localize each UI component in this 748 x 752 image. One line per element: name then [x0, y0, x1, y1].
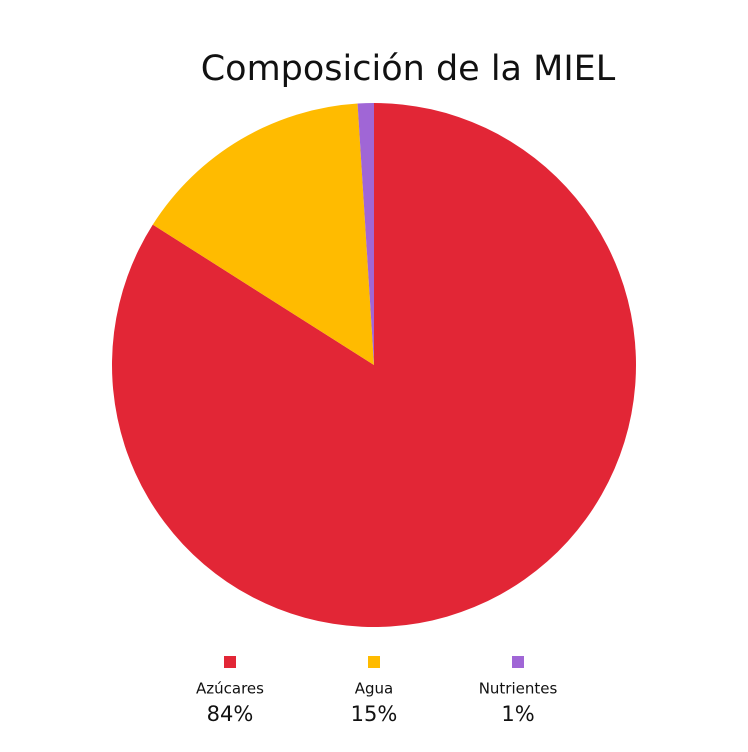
chart-title: Composición de la MIEL	[201, 49, 616, 89]
legend-label: Azúcares	[196, 680, 264, 698]
legend-swatch	[368, 656, 380, 668]
legend-swatch	[512, 656, 524, 668]
legend-label: Nutrientes	[479, 680, 558, 698]
value-label: 15%	[351, 702, 398, 726]
pie-slice	[357, 103, 374, 365]
value-label: 1%	[501, 702, 534, 726]
pie-slice	[111, 103, 636, 628]
value-label: 84%	[207, 702, 254, 726]
legend-label: Agua	[355, 680, 393, 698]
legend-swatch	[224, 656, 236, 668]
pie-slice	[152, 103, 374, 365]
